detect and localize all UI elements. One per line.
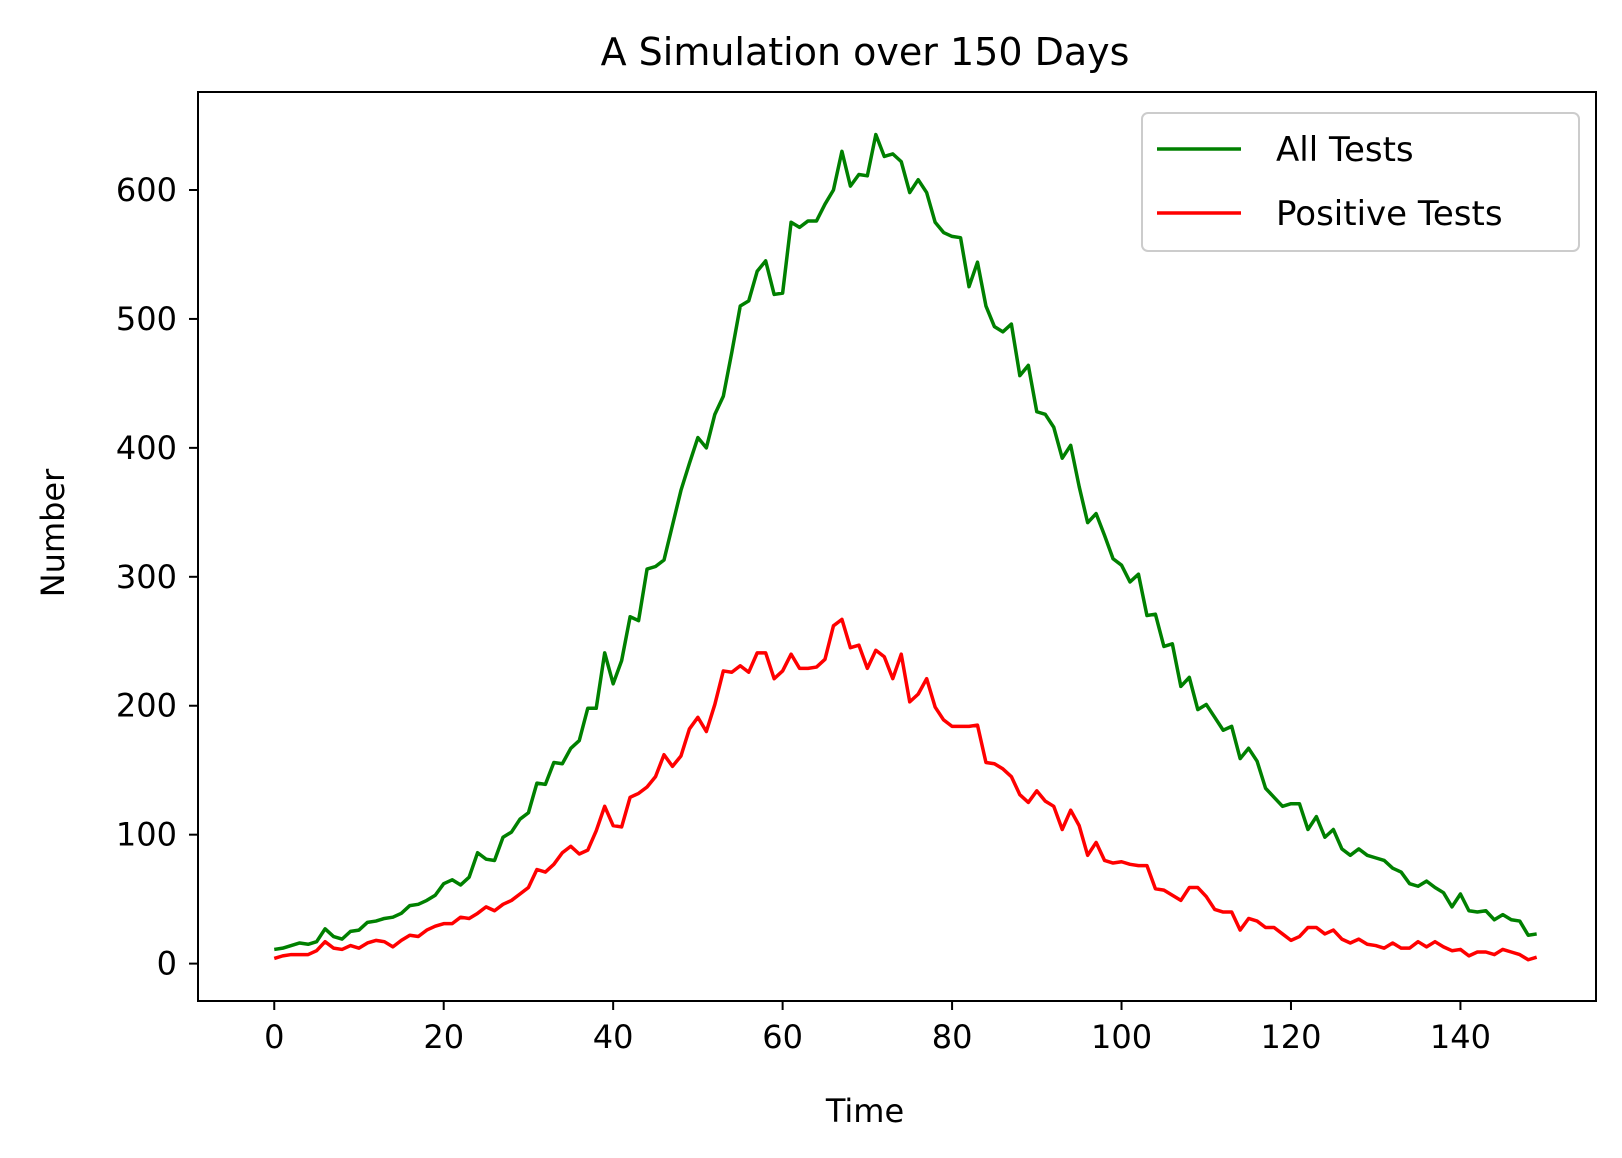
legend-box bbox=[1141, 112, 1580, 252]
legend-label-1: Positive Tests bbox=[1276, 194, 1503, 234]
x-tick-label: 120 bbox=[1260, 1018, 1321, 1056]
y-tick-label: 0 bbox=[157, 945, 177, 983]
plot-area bbox=[273, 132, 1538, 962]
axes-frame bbox=[197, 91, 1597, 1002]
legend: All Tests Positive Tests bbox=[1141, 112, 1580, 252]
x-tick-label: 20 bbox=[423, 1018, 464, 1056]
axis-ticks: 0 20 40 60 80 100 120 140 0 100 200 300 400 500 600 bbox=[116, 171, 1491, 1056]
y-tick-label: 100 bbox=[116, 816, 177, 854]
y-tick-label: 200 bbox=[116, 687, 177, 725]
x-tick-label: 140 bbox=[1430, 1018, 1491, 1056]
series-line-1 bbox=[273, 617, 1538, 962]
y-tick-label: 400 bbox=[116, 429, 177, 467]
chart-title: A Simulation over 150 Days bbox=[601, 30, 1130, 74]
x-tick-label: 60 bbox=[762, 1018, 803, 1056]
x-tick-label: 40 bbox=[593, 1018, 634, 1056]
x-tick-label: 80 bbox=[932, 1018, 973, 1056]
y-tick-label: 500 bbox=[116, 300, 177, 338]
y-tick-label: 300 bbox=[116, 558, 177, 596]
legend-label-0: All Tests bbox=[1276, 130, 1414, 170]
x-tick-label: 0 bbox=[264, 1018, 284, 1056]
series-line-0 bbox=[273, 132, 1537, 952]
x-tick-label: 100 bbox=[1091, 1018, 1152, 1056]
y-tick-label: 600 bbox=[116, 171, 177, 209]
x-axis-label: Time bbox=[825, 1092, 904, 1130]
y-axis-label: Number bbox=[34, 468, 72, 597]
